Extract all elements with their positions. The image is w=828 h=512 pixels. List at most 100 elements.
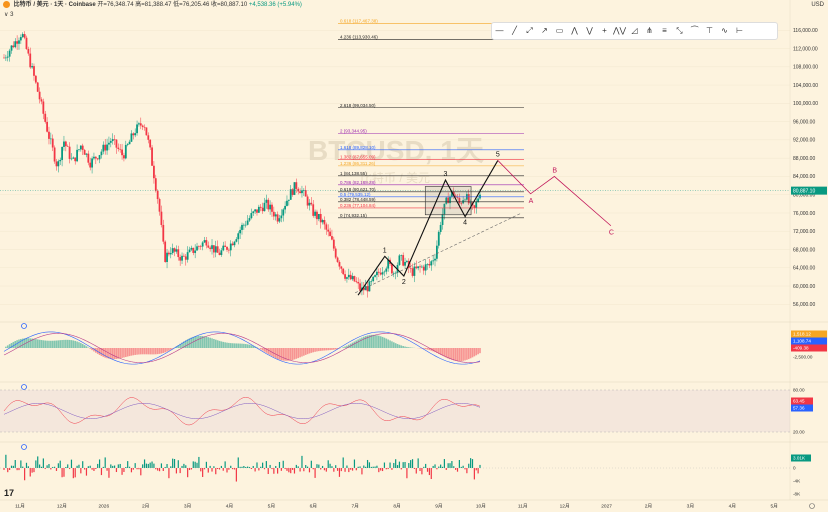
candle-body — [10, 45, 13, 51]
fib-level-label: 1.618 (89,828.10) — [340, 145, 376, 150]
volume-bar — [344, 468, 346, 472]
wave-tool[interactable]: ∿ — [721, 26, 728, 35]
horizontal-line-tool[interactable]: — — [495, 26, 504, 35]
candle-body — [437, 231, 440, 246]
elliott-wave-tool[interactable]: ⋀⋁ — [612, 26, 627, 35]
macd-bar — [134, 348, 136, 355]
crosshair-tool[interactable]: + — [602, 26, 607, 35]
macd-bar — [51, 340, 54, 348]
head-shoulders-tool[interactable]: ⏜ — [690, 26, 699, 35]
volume-bar — [306, 466, 309, 468]
settings-gear-icon — [809, 503, 815, 509]
arrow-tool[interactable]: ↗ — [541, 26, 548, 35]
volume-bar — [74, 468, 76, 478]
macd-bar — [218, 340, 221, 348]
candle-body — [175, 249, 178, 252]
volume-bar — [374, 466, 376, 468]
macd-bar — [368, 335, 371, 348]
volume-bar — [89, 465, 91, 468]
macd-bar — [265, 348, 268, 353]
macd-bar — [331, 348, 333, 350]
volume-bar — [252, 465, 254, 468]
time-tick-label: 2026 — [98, 504, 109, 510]
volume-bar — [104, 457, 106, 468]
volume-bar — [177, 460, 179, 468]
candle-body — [364, 286, 367, 291]
macd-bar — [284, 348, 286, 361]
volume-bar — [316, 464, 318, 468]
fib-tool[interactable]: ≡ — [662, 26, 667, 35]
volume-bar — [98, 459, 101, 468]
macd-bar — [68, 339, 71, 348]
range-tool[interactable]: ⊢ — [736, 26, 743, 35]
candle-body — [104, 144, 107, 151]
tradingview-logo-icon[interactable]: 17 — [4, 488, 15, 498]
volume-bar — [78, 464, 80, 468]
candle-body — [211, 245, 213, 249]
candle-body — [250, 213, 253, 219]
candle-body — [209, 247, 212, 249]
volume-bar — [342, 457, 344, 468]
candle-body — [164, 241, 167, 262]
cycle-tool[interactable]: ⊤ — [706, 26, 713, 35]
volume-bar — [93, 468, 95, 471]
xabcd-pattern-tool[interactable]: ⋀ — [571, 26, 578, 35]
pitchfork-tool[interactable]: ⋔ — [646, 26, 653, 35]
macd-value-label: -409.38 — [793, 346, 809, 351]
macd-bar — [85, 346, 88, 348]
volume-bar — [121, 468, 123, 475]
candle-body — [153, 165, 155, 179]
trend-line-tool[interactable]: ╱ — [512, 26, 517, 35]
macd-bar — [5, 346, 7, 348]
candle-body — [458, 197, 461, 204]
candle-body — [439, 224, 442, 232]
macd-bar — [342, 347, 344, 348]
volume-bar — [224, 461, 226, 468]
candle-body — [179, 257, 182, 261]
fib-level-label: 1 (84,138.55) — [340, 171, 367, 176]
time-tick-label: 10月 — [476, 504, 486, 510]
volume-bar — [162, 468, 164, 471]
measure-tool[interactable]: ⤡ — [676, 26, 683, 35]
indicator-count[interactable]: ∨ 3 — [4, 12, 14, 18]
candle-body — [124, 145, 127, 159]
volume-bar — [243, 465, 245, 468]
symbol-name[interactable]: 比特币 / 美元 · 1天 · Coinbase — [13, 2, 96, 8]
close-value: 收=80,887.10 — [210, 2, 248, 8]
macd-bar — [168, 348, 170, 351]
abcd-pattern-tool[interactable]: ⋁ — [586, 26, 593, 35]
macd-bar — [162, 348, 165, 353]
candle-body — [321, 220, 324, 223]
macd-bar — [359, 338, 361, 348]
volume-bar — [325, 468, 327, 472]
candle-body — [83, 149, 86, 155]
volume-bar — [415, 468, 417, 474]
macd-bar — [304, 348, 307, 355]
candle-body — [261, 207, 264, 212]
rectangle-tool[interactable]: ▭ — [555, 26, 564, 35]
price-tick-label: 88,000.00 — [793, 156, 815, 162]
time-tick-label: 11月 — [15, 504, 25, 510]
candle-body — [102, 144, 105, 152]
volume-bar — [27, 466, 29, 468]
volume-bar — [183, 463, 185, 468]
macd-bar — [289, 348, 292, 361]
volume-bar — [256, 462, 258, 468]
candle-body — [340, 266, 343, 269]
volume-bar — [265, 461, 267, 468]
macd-bar — [334, 348, 337, 350]
volume-bar — [466, 468, 468, 474]
candle-body — [108, 142, 110, 145]
volume-bar — [24, 468, 26, 481]
currency-label[interactable]: USD — [811, 2, 824, 8]
candle-body — [353, 276, 356, 282]
triangle-tool[interactable]: ◿ — [631, 26, 638, 35]
macd-bar — [449, 348, 451, 360]
macd-bar — [169, 348, 172, 350]
ray-tool[interactable]: ⤢ — [526, 26, 533, 35]
macd-bar — [175, 346, 178, 348]
rsi-tick-label: 20.00 — [793, 430, 805, 435]
candle-body — [293, 182, 296, 195]
volume-bar — [425, 463, 427, 468]
